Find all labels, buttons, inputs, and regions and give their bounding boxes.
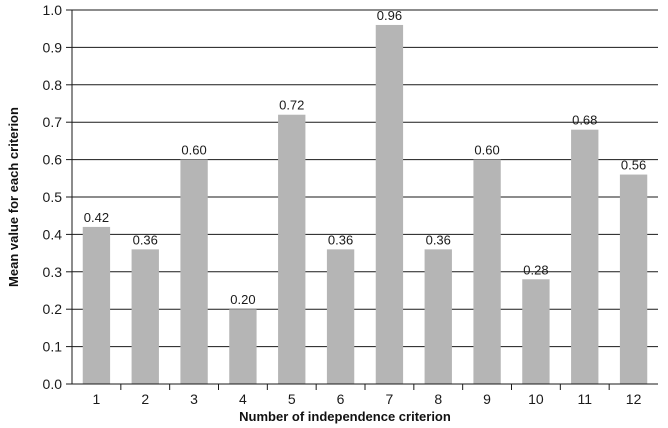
x-axis-title: Number of independence criterion: [239, 409, 451, 424]
data-label-6: 0.36: [328, 232, 353, 247]
bar-9: [473, 159, 501, 384]
x-tick-labels: 1 2 3 4 5 6 7 8 9 10 11 12: [93, 384, 642, 407]
x-tick-label-10: 10: [528, 391, 544, 407]
data-label-8: 0.36: [426, 232, 451, 247]
y-tick-label-0: 0.0: [43, 376, 63, 392]
x-tick-label-3: 3: [190, 391, 198, 407]
y-tick-label-10: 1.0: [43, 2, 63, 18]
data-label-12: 0.56: [621, 158, 646, 173]
x-tick-label-6: 6: [337, 391, 345, 407]
y-tick-label-3: 0.3: [43, 264, 63, 280]
data-label-10: 0.28: [523, 262, 548, 277]
x-tick-label-8: 8: [434, 391, 442, 407]
y-tick-label-8: 0.8: [43, 77, 63, 93]
x-tick-label-5: 5: [288, 391, 296, 407]
bar-11: [571, 129, 599, 384]
data-label-4: 0.20: [230, 292, 255, 307]
bar-5: [278, 114, 306, 384]
bar-7: [375, 24, 404, 385]
x-tick-label-1: 1: [93, 391, 101, 407]
bar-10: [522, 279, 550, 384]
bar-8: [424, 249, 452, 384]
bar-1: [82, 226, 111, 384]
data-label-3: 0.60: [181, 143, 206, 158]
y-tick-label-9: 0.9: [43, 39, 63, 55]
y-tick-labels: 0.0 0.1 0.2 0.3 0.4 0.5 0.6 0.7 0.8 0.9 1.0: [43, 2, 72, 392]
data-label-2: 0.36: [133, 232, 158, 247]
data-label-5: 0.72: [279, 98, 304, 113]
y-tick-label-2: 0.2: [43, 301, 63, 317]
gridlines: [72, 9, 658, 348]
data-labels: 0.42 0.36 0.60 0.20 0.72 0.36 0.96 0.36 0.60 0.28…: [84, 8, 646, 307]
data-label-7: 0.96: [377, 8, 402, 23]
y-axis-title: Mean value for each criterion: [6, 107, 21, 287]
bars: [82, 24, 648, 385]
y-tick-label-4: 0.4: [43, 226, 63, 242]
x-tick-label-12: 12: [626, 391, 642, 407]
y-tick-label-1: 0.1: [43, 339, 63, 355]
x-tick-label-9: 9: [483, 391, 491, 407]
bar-12: [619, 174, 648, 384]
x-tick-label-7: 7: [386, 391, 394, 407]
bar-4: [229, 309, 257, 384]
bar-6: [326, 249, 355, 384]
x-tick-label-4: 4: [239, 391, 247, 407]
data-label-11: 0.68: [572, 113, 597, 128]
x-tick-label-11: 11: [577, 391, 592, 407]
y-tick-label-6: 0.6: [43, 152, 63, 168]
bar-3: [180, 159, 208, 384]
data-label-9: 0.60: [474, 143, 499, 158]
x-tick-label-2: 2: [141, 391, 149, 407]
y-tick-label-7: 0.7: [43, 114, 63, 130]
data-label-1: 0.42: [84, 210, 109, 225]
y-tick-label-5: 0.5: [43, 189, 63, 205]
bar-2: [131, 249, 159, 384]
